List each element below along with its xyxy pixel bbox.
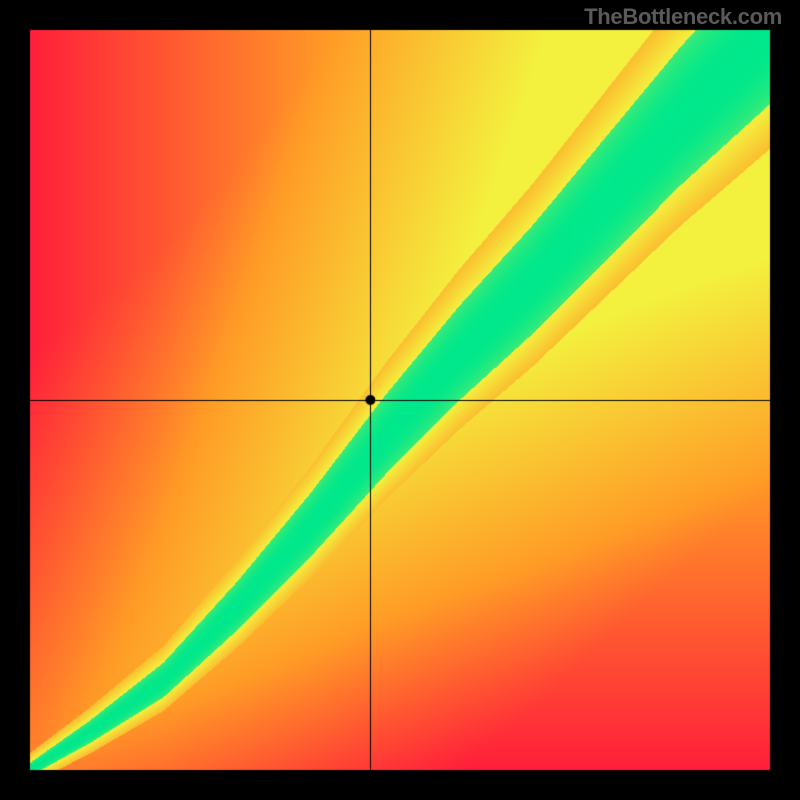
heatmap-canvas <box>0 0 800 800</box>
watermark-text: TheBottleneck.com <box>584 4 782 30</box>
chart-container: TheBottleneck.com <box>0 0 800 800</box>
